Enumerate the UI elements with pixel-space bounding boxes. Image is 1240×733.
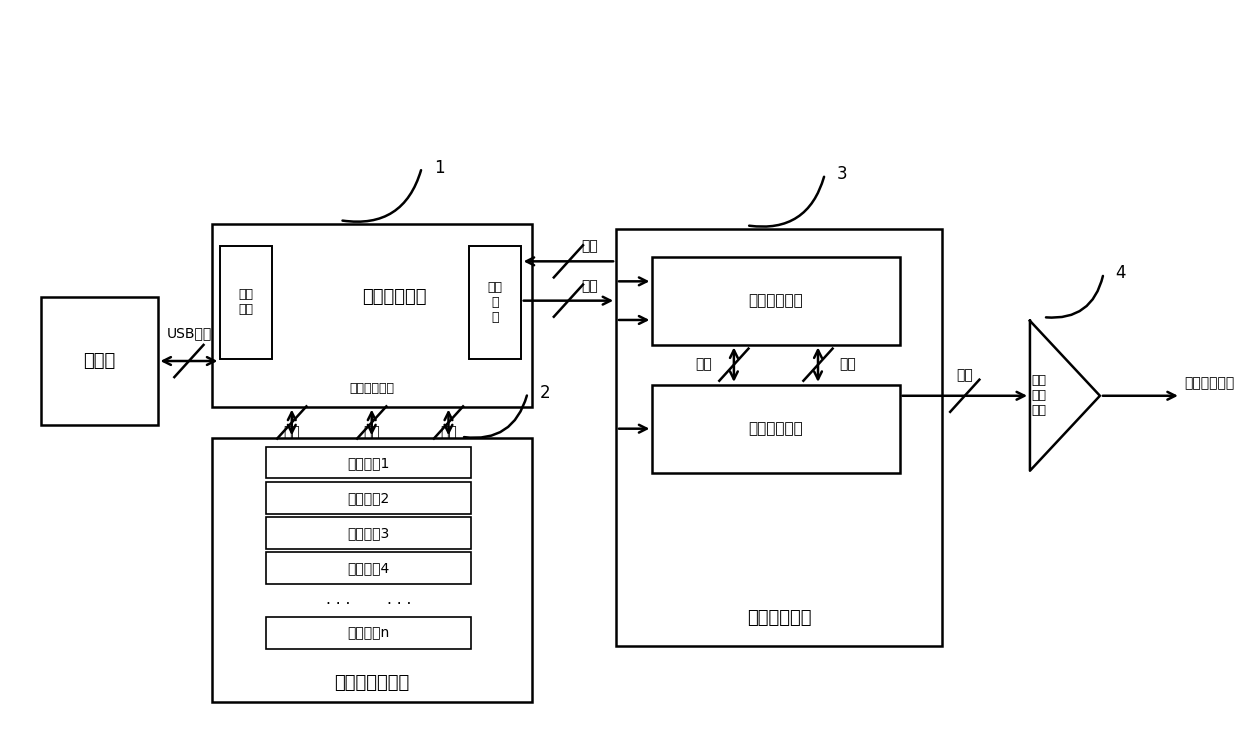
Polygon shape <box>1030 321 1100 471</box>
Bar <box>212 224 532 407</box>
Text: 配置
端
口: 配置 端 口 <box>487 281 502 324</box>
Text: 数据: 数据 <box>696 358 712 372</box>
Text: 存储页面3: 存储页面3 <box>347 526 389 540</box>
Text: 数模
转换
单元: 数模 转换 单元 <box>1030 375 1045 417</box>
Text: 1: 1 <box>434 158 444 177</box>
Text: 数据: 数据 <box>956 368 973 383</box>
Bar <box>41 297 157 425</box>
Bar <box>267 482 471 514</box>
Text: 存储页面n: 存储页面n <box>347 626 389 640</box>
Bar <box>267 617 471 649</box>
Bar <box>652 257 900 345</box>
Text: 中频信号输出: 中频信号输出 <box>1184 376 1235 390</box>
Text: 2: 2 <box>539 384 551 402</box>
Text: . . .: . . . <box>387 592 412 607</box>
Text: 配置流存储单元: 配置流存储单元 <box>334 674 409 692</box>
Text: 数据: 数据 <box>284 425 300 439</box>
Text: . . .: . . . <box>326 592 351 607</box>
Text: 配置: 配置 <box>582 279 599 293</box>
Bar <box>469 246 521 359</box>
Text: 二次调制模块: 二次调制模块 <box>749 421 804 436</box>
Bar <box>212 438 532 701</box>
Bar <box>267 517 471 549</box>
Bar <box>267 447 471 479</box>
Text: 4: 4 <box>1116 264 1126 282</box>
Text: USB总线: USB总线 <box>166 326 212 340</box>
Bar <box>652 385 900 473</box>
Text: 控制: 控制 <box>440 425 456 439</box>
Text: 3: 3 <box>837 165 847 183</box>
Text: 总线
接口: 总线 接口 <box>239 289 254 317</box>
Text: 上位机: 上位机 <box>83 352 115 370</box>
Text: 数据操作端口: 数据操作端口 <box>350 382 394 395</box>
Text: 加载控制单元: 加载控制单元 <box>362 288 427 306</box>
Text: 控制: 控制 <box>582 240 599 254</box>
Text: 存储页面4: 存储页面4 <box>347 561 389 575</box>
Text: 存储页面1: 存储页面1 <box>347 456 389 470</box>
Text: 数字调制单元: 数字调制单元 <box>746 609 811 627</box>
Bar <box>616 229 942 646</box>
Text: 地址: 地址 <box>363 425 381 439</box>
Bar <box>221 246 273 359</box>
Text: 一次调制模块: 一次调制模块 <box>749 293 804 308</box>
Text: 存储页面2: 存储页面2 <box>347 491 389 505</box>
Text: 控制: 控制 <box>839 358 857 372</box>
Bar <box>267 553 471 583</box>
